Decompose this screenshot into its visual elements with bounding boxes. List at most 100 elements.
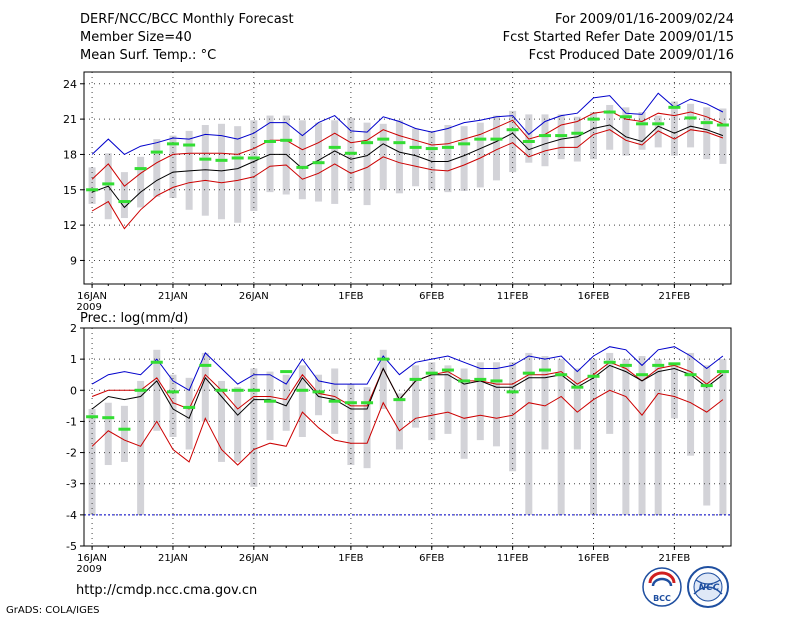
range-bar <box>573 116 581 162</box>
obs-marker <box>506 128 519 132</box>
y-tick-label: -2 <box>66 447 77 460</box>
range-bar <box>217 380 225 462</box>
obs-marker <box>102 416 115 420</box>
member-size: Member Size=40 <box>80 30 192 45</box>
range-bar <box>153 139 161 197</box>
y-tick-label: -4 <box>66 509 77 522</box>
range-bar <box>590 112 598 160</box>
y-tick-label: 12 <box>63 219 77 232</box>
range-bar <box>460 368 468 459</box>
range-bar <box>573 368 581 450</box>
obs-marker <box>247 388 260 392</box>
x-tick-label: 26JAN <box>239 553 269 564</box>
obs-marker <box>231 388 244 392</box>
bcc-logo-text: BCC <box>653 594 671 603</box>
range-bar <box>638 112 646 150</box>
range-bar <box>153 349 161 431</box>
obs-marker <box>393 141 406 145</box>
obs-marker <box>377 137 390 141</box>
x-tick-label: 21JAN <box>158 291 188 302</box>
obs-marker <box>458 142 471 146</box>
obs-marker <box>668 362 681 366</box>
obs-marker <box>134 167 147 171</box>
obs-marker <box>312 390 325 394</box>
range-bar <box>476 122 484 188</box>
obs-marker <box>571 385 584 389</box>
y-tick-label: 21 <box>63 113 77 126</box>
variable-label: Mean Surf. Temp.: °C <box>80 48 217 63</box>
obs-marker <box>619 363 632 367</box>
range-bar <box>282 374 290 431</box>
range-bar <box>428 130 436 190</box>
range-bar <box>120 172 128 219</box>
obs-marker <box>296 388 309 392</box>
y-tick-label: 2 <box>70 322 77 335</box>
range-bar <box>622 107 630 156</box>
x-tick-label: 16JAN <box>77 291 107 302</box>
range-bar <box>509 110 517 173</box>
range-bar <box>379 349 387 409</box>
range-bar <box>104 402 112 466</box>
obs-marker <box>490 379 503 383</box>
obs-marker <box>490 137 503 141</box>
series-line-mean <box>91 364 724 420</box>
plot-frame <box>83 71 732 285</box>
range-bar <box>169 135 177 199</box>
footer-url[interactable]: http://cmdp.ncc.cma.gov.cn <box>76 583 258 598</box>
obs-marker <box>474 377 487 381</box>
x-tick-label: 11FEB <box>497 291 529 302</box>
obs-marker <box>506 390 519 394</box>
obs-marker <box>134 388 147 392</box>
x-tick-label: 1FEB <box>338 553 363 564</box>
fcst-started-date: Fcst Started Refer Date 2009/01/15 <box>502 30 734 45</box>
series-line-max <box>91 92 724 156</box>
range-bar <box>638 356 646 515</box>
obs-marker <box>247 156 260 160</box>
forecast-period: For 2009/01/16-2009/02/24 <box>555 12 734 27</box>
ncc-logo-text: NCC <box>699 583 720 593</box>
obs-marker <box>118 200 131 204</box>
precip-variable-label: Prec.: log(mm/d) <box>80 311 189 326</box>
range-bar <box>347 384 355 466</box>
range-bar <box>298 365 306 437</box>
range-bar <box>201 125 209 216</box>
x-tick-sublabel: 2009 <box>76 302 101 313</box>
obs-marker <box>603 110 616 114</box>
obs-marker <box>716 370 729 374</box>
obs-marker <box>603 360 616 364</box>
range-bar <box>412 128 420 187</box>
range-bar <box>331 120 339 204</box>
obs-marker <box>86 188 99 192</box>
range-bar <box>185 377 193 450</box>
range-bar <box>687 352 695 456</box>
obs-marker <box>441 368 454 372</box>
range-bar <box>509 362 517 472</box>
x-tick-label: 16FEB <box>578 291 610 302</box>
obs-marker <box>150 150 163 154</box>
range-bar <box>606 104 614 150</box>
range-bar <box>169 374 177 437</box>
x-tick-label: 1FEB <box>338 291 363 302</box>
obs-marker <box>474 137 487 141</box>
obs-marker <box>166 142 179 146</box>
range-bar <box>363 122 371 206</box>
obs-marker <box>231 156 244 160</box>
obs-marker <box>215 388 228 392</box>
x-tick-label: 21FEB <box>659 553 691 564</box>
chart-title: DERF/NCC/BCC Monthly Forecast <box>80 12 294 27</box>
range-bar <box>654 359 662 515</box>
grads-credit: GrADS: COLA/IGES <box>6 605 100 616</box>
obs-marker <box>199 363 212 367</box>
obs-marker <box>555 373 568 377</box>
range-bar <box>88 167 96 204</box>
x-tick-label: 11FEB <box>497 553 529 564</box>
range-bar <box>492 362 500 447</box>
obs-marker <box>312 161 325 165</box>
range-bar <box>234 387 242 462</box>
obs-marker <box>296 165 309 169</box>
range-bar <box>703 107 711 160</box>
range-bar <box>719 359 727 515</box>
range-bar <box>185 130 193 210</box>
obs-marker <box>280 370 293 374</box>
range-bar <box>670 365 678 419</box>
